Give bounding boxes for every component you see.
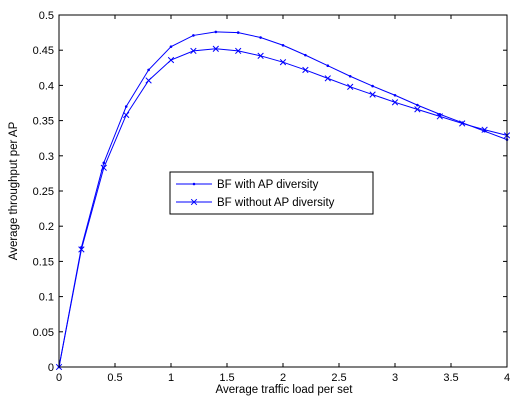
data-point-s2-7 <box>212 45 219 52</box>
data-point-s1-11 <box>304 53 307 57</box>
legend-marker-1 <box>192 182 196 186</box>
data-point-s2-5 <box>167 56 175 64</box>
data-point-s1-14 <box>371 84 374 88</box>
y-tick-label: 0.35 <box>33 116 54 128</box>
data-point-s1-13 <box>348 74 352 78</box>
y-tick-label: 0.25 <box>33 186 54 198</box>
x-tick-label: 1.5 <box>219 372 234 384</box>
data-point-s1-10 <box>281 43 285 47</box>
data-point-s2-6 <box>190 47 197 55</box>
data-point-s1-15 <box>393 93 397 97</box>
data-point-s2-13 <box>347 83 354 90</box>
data-point-s1-17 <box>438 112 442 116</box>
data-point-s1-2 <box>102 161 106 165</box>
data-point-s2-3 <box>123 111 130 119</box>
data-point-s1-6 <box>192 34 195 37</box>
y-tick-label: 0.45 <box>33 45 54 57</box>
data-point-s2-17 <box>436 113 443 120</box>
x-tick-label: 4 <box>504 372 510 384</box>
y-tick-label: 0 <box>48 362 54 374</box>
y-axis-label: Average throughput per AP <box>8 121 20 260</box>
legend-marker-2 <box>190 198 198 206</box>
legend-label-1: BF with AP diversity <box>217 179 319 191</box>
data-point-s1-16 <box>416 103 419 107</box>
x-tick-label: 0.5 <box>107 372 122 384</box>
y-tick-label: 0.5 <box>39 10 54 22</box>
data-point-s1-12 <box>326 64 330 67</box>
data-point-s2-12 <box>324 75 331 82</box>
data-point-s2-8 <box>235 47 242 55</box>
data-point-s2-19 <box>481 126 488 133</box>
x-tick-label: 2 <box>280 372 286 384</box>
data-point-s1-4 <box>147 68 150 72</box>
data-point-s2-11 <box>302 66 309 74</box>
data-point-s2-16 <box>414 106 421 113</box>
x-tick-label: 1 <box>168 372 174 384</box>
data-point-s2-2 <box>100 164 107 171</box>
legend-box <box>169 171 374 215</box>
x-axis-label: Average traffic load per set <box>215 384 353 396</box>
data-point-s1-5 <box>169 45 173 48</box>
data-point-s2-15 <box>391 99 399 106</box>
data-point-s1-7 <box>214 30 218 34</box>
x-tick-label: 3.5 <box>443 372 458 384</box>
y-tick-label: 0.1 <box>39 292 54 304</box>
y-tick-label: 0.15 <box>33 256 54 268</box>
data-point-s2-10 <box>279 59 287 66</box>
data-point-s2-4 <box>145 77 152 84</box>
data-point-s2-1 <box>78 246 85 253</box>
x-tick-label: 3 <box>392 372 398 384</box>
x-tick-label: 0 <box>56 372 62 384</box>
y-tick-label: 0.05 <box>33 327 54 339</box>
data-point-s2-14 <box>369 91 376 98</box>
data-point-s2-9 <box>257 52 264 59</box>
data-point-s1-9 <box>259 36 262 39</box>
y-tick-label: 0.2 <box>39 221 54 233</box>
data-point-s1-3 <box>124 105 128 108</box>
x-tick-label: 2.5 <box>331 372 346 384</box>
legend-label-2: BF without AP diversity <box>217 197 335 209</box>
y-tick-label: 0.3 <box>39 151 54 163</box>
y-tick-label: 0.4 <box>39 80 54 92</box>
data-point-s1-8 <box>236 31 240 34</box>
data-point-s2-18 <box>459 120 466 127</box>
